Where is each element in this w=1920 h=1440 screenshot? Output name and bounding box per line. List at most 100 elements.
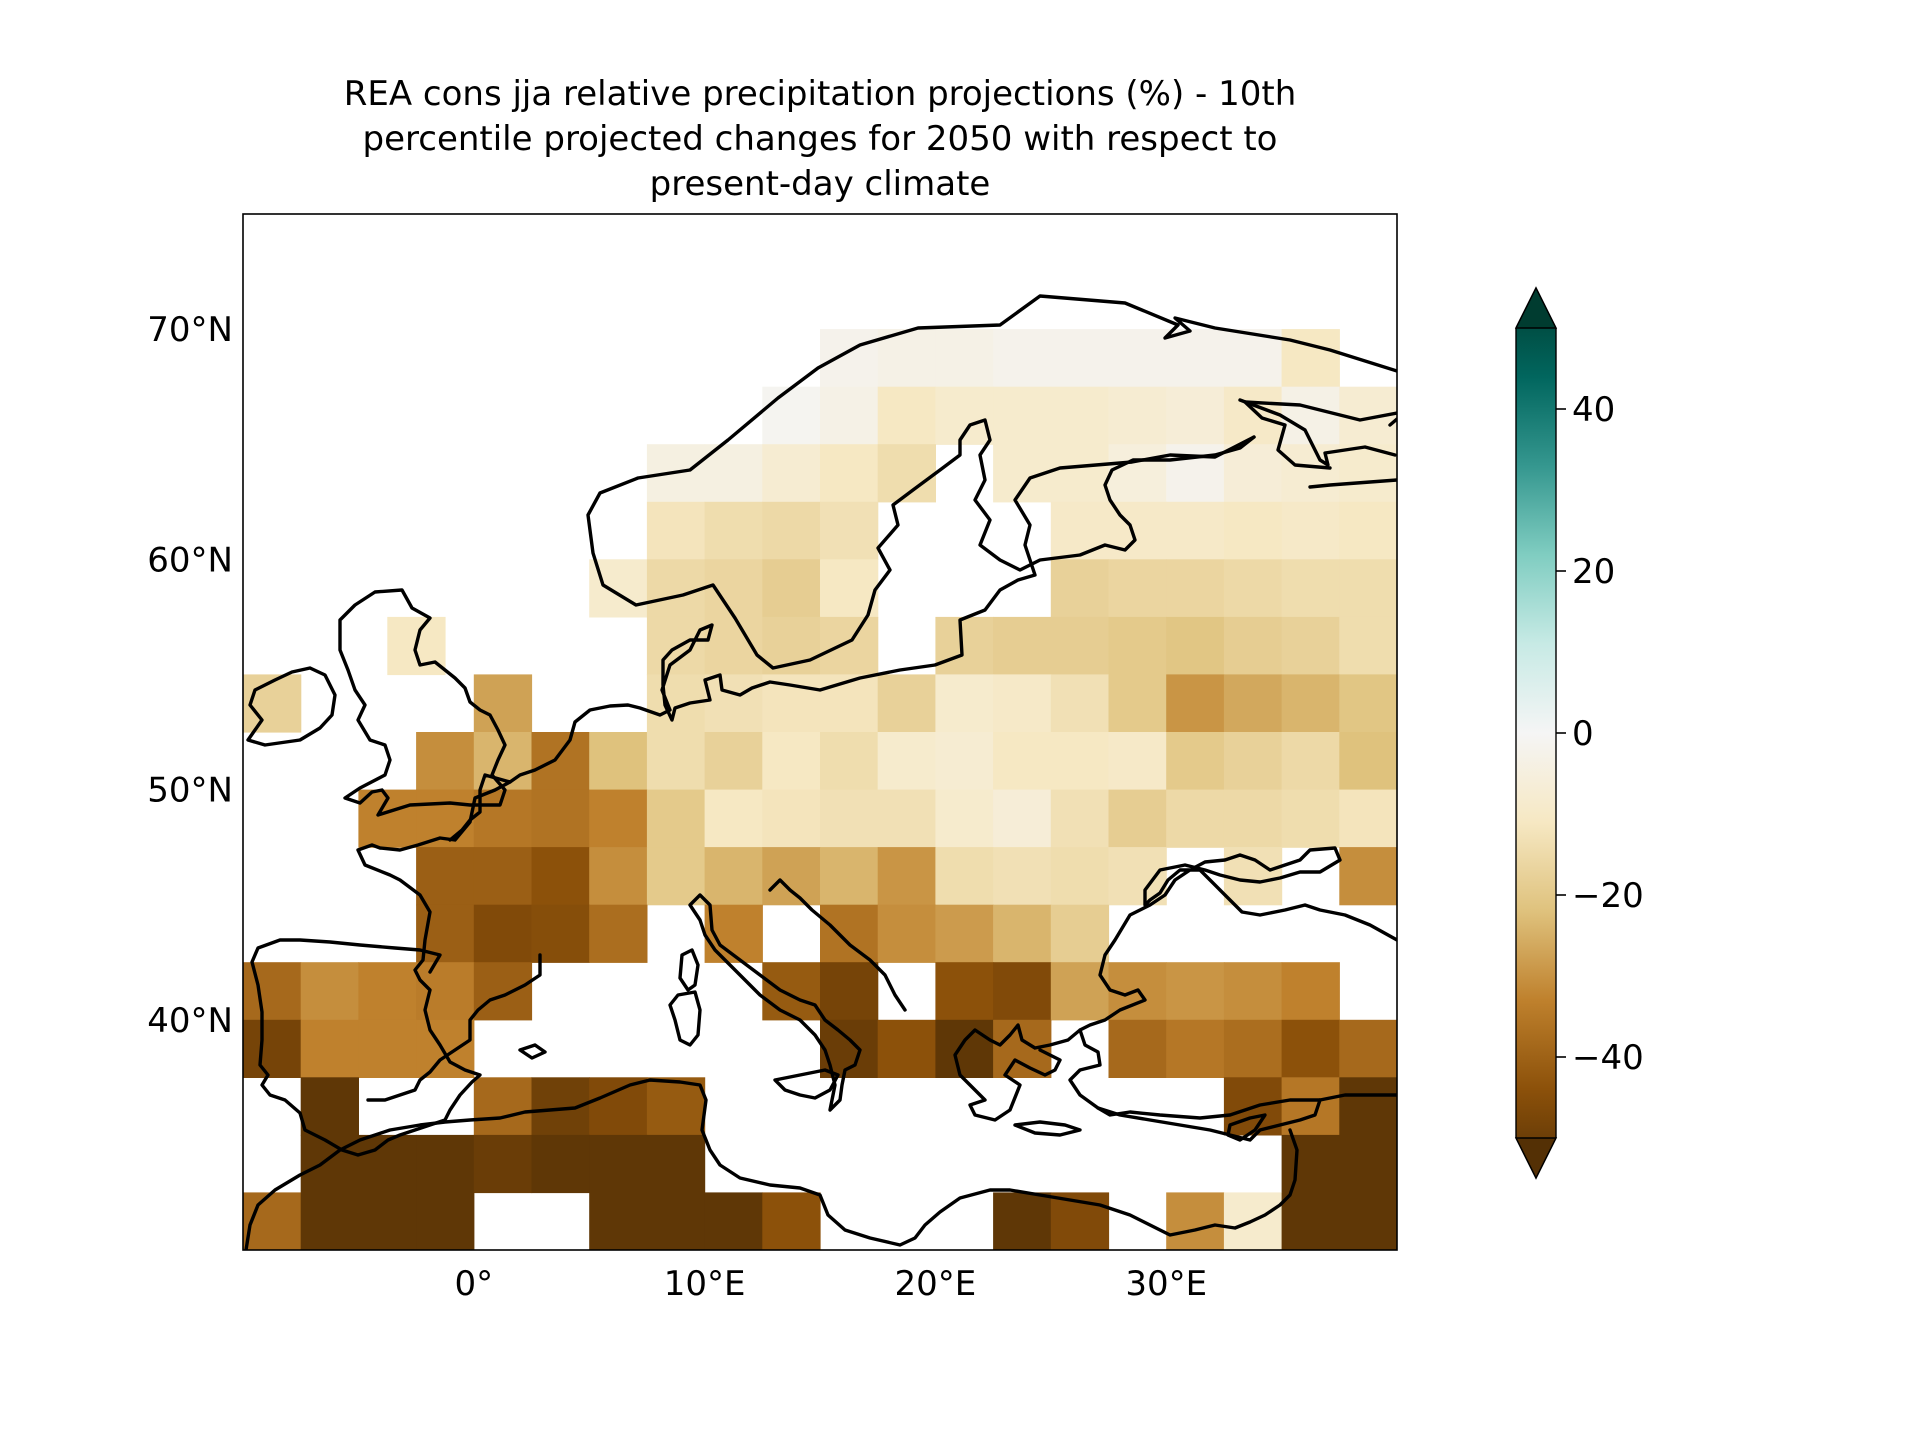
grid-cell xyxy=(473,847,533,906)
grid-cell xyxy=(358,1134,417,1194)
grid-cell xyxy=(993,789,1052,848)
grid-cell xyxy=(993,732,1052,791)
grid-cell xyxy=(1281,1192,1340,1250)
grid-cell xyxy=(473,674,533,733)
y-tick-label: 70°N xyxy=(147,310,233,350)
grid-cell xyxy=(1108,444,1167,503)
grid-cell xyxy=(762,559,821,618)
colorbar-tick-label: −20 xyxy=(1572,876,1644,916)
grid-cell xyxy=(1050,444,1110,503)
coastline-sardinia xyxy=(668,990,702,1047)
grid-cell xyxy=(935,962,994,1021)
coastline-iberia-east xyxy=(366,953,542,1102)
grid-cell xyxy=(820,386,879,445)
grid-cell xyxy=(531,789,590,848)
grid-cell xyxy=(416,1192,475,1250)
chart-title: REA cons jja relative precipitation proj… xyxy=(344,74,1297,204)
grid-cell xyxy=(1339,847,1397,906)
grid-cell xyxy=(1281,616,1340,676)
grid-cell xyxy=(473,1134,533,1194)
x-tick-label: 10°E xyxy=(664,1264,746,1304)
grid-cell xyxy=(1223,501,1283,560)
title-line-3: present-day climate xyxy=(650,164,991,204)
grid-cell xyxy=(1281,674,1340,733)
coastline-sicily xyxy=(773,1068,840,1100)
grid-cell xyxy=(935,904,994,963)
coastline-balearic xyxy=(518,1043,547,1060)
grid-cell xyxy=(1166,329,1225,388)
coastline-great-britain xyxy=(338,588,507,817)
grid-cell xyxy=(1281,1019,1340,1078)
grid-cell xyxy=(1166,962,1225,1021)
grid-cell xyxy=(1050,732,1110,791)
grid-cell xyxy=(473,904,533,963)
grid-cell xyxy=(1050,847,1110,906)
coastline-continent-north xyxy=(448,435,1397,842)
grid-cell xyxy=(1281,962,1340,1021)
grid-cell xyxy=(993,329,1052,388)
colorbar: 40 20 0 −20 −40 xyxy=(1514,286,1644,1180)
grid-cell xyxy=(1223,789,1283,848)
grid-cell xyxy=(646,732,706,791)
grid-cell xyxy=(358,1019,417,1078)
grid-cell xyxy=(1281,501,1340,560)
grid-cell xyxy=(1339,1192,1397,1250)
grid-cell xyxy=(1223,962,1283,1021)
grid-cell xyxy=(877,1019,936,1078)
grid-cell xyxy=(1166,1192,1225,1250)
grid-cell xyxy=(820,847,879,906)
grid-cell xyxy=(1339,1134,1397,1194)
grid-cell xyxy=(820,904,879,963)
grid-cell xyxy=(820,329,879,388)
grid-cell xyxy=(1223,444,1283,503)
grid-cell xyxy=(1339,501,1397,560)
grid-cell xyxy=(243,674,302,733)
grid-cell xyxy=(1108,329,1167,388)
grid-cell xyxy=(646,789,706,848)
grid-cell xyxy=(935,789,994,848)
grid-cell xyxy=(1166,444,1225,503)
x-tick-labels: 0° 10°E 20°E 30°E xyxy=(454,1264,1207,1304)
grid-cell xyxy=(935,1019,994,1078)
grid-cell xyxy=(762,962,821,1021)
grid-cell xyxy=(1339,732,1397,791)
grid-cell xyxy=(1108,1019,1167,1078)
grid-cell xyxy=(1281,1077,1340,1136)
grid-cell xyxy=(704,1192,763,1250)
grid-cell xyxy=(704,501,763,560)
grid-cell xyxy=(1223,386,1283,445)
grid-cell xyxy=(762,732,821,791)
coastline-balkans-blacksea xyxy=(1068,846,1397,1120)
grid-cell xyxy=(300,1192,359,1250)
grid-cells-layer xyxy=(243,329,1397,1250)
grid-cell xyxy=(1166,386,1225,445)
grid-cell xyxy=(589,904,648,963)
grid-cell xyxy=(993,904,1052,963)
grid-cell xyxy=(1050,789,1110,848)
grid-cell xyxy=(704,444,763,503)
y-tick-label: 60°N xyxy=(147,540,233,580)
x-tick-label: 30°E xyxy=(1125,1264,1207,1304)
grid-cell xyxy=(704,789,763,848)
grid-cell xyxy=(1166,559,1225,618)
grid-cell xyxy=(1223,559,1283,618)
grid-cell xyxy=(300,1077,359,1136)
grid-cell xyxy=(1281,386,1340,445)
colorbar-ticks: 40 20 0 −20 −40 xyxy=(1556,390,1644,1078)
grid-cell xyxy=(531,847,590,906)
coastline-adriatic xyxy=(768,878,907,1012)
colorbar-body xyxy=(1515,286,1557,1180)
x-tick-label: 20°E xyxy=(895,1264,977,1304)
grid-cell xyxy=(243,1019,302,1078)
colorbar-tick-label: 20 xyxy=(1572,552,1615,592)
grid-cell xyxy=(820,501,879,560)
coastline-crete xyxy=(1013,1120,1082,1137)
grid-cell xyxy=(646,501,706,560)
grid-cell xyxy=(589,1192,648,1250)
coastline-scandinavia xyxy=(586,294,1397,670)
grid-cell xyxy=(1108,674,1167,733)
grid-cell xyxy=(993,616,1052,676)
grid-cell xyxy=(762,386,821,445)
grid-cell xyxy=(993,1019,1052,1078)
grid-cell xyxy=(820,444,879,503)
